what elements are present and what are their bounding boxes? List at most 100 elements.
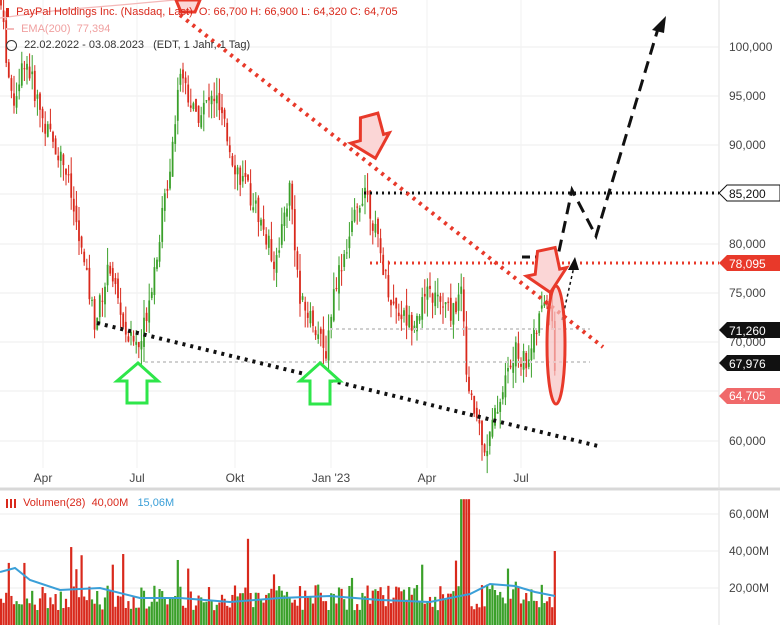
candle-body [247, 174, 249, 181]
y-tick-label: 90,000 [729, 138, 766, 152]
volume-bar [122, 554, 125, 625]
candle-body [283, 212, 286, 226]
volume-bar [184, 607, 187, 625]
volume-bar [514, 581, 517, 625]
candle-body [184, 77, 187, 84]
candle-body [83, 251, 86, 263]
volume-bar [36, 610, 39, 625]
volume-bar [236, 596, 239, 625]
volume-bar [265, 594, 268, 625]
candle-body [39, 93, 41, 110]
volume-bar [23, 562, 26, 625]
ema-marker-icon [6, 28, 14, 31]
candle-body [44, 123, 47, 134]
candle-body [517, 343, 520, 359]
projection-arrowhead [652, 16, 666, 33]
candle-body [104, 286, 106, 305]
candle-body [530, 348, 533, 361]
volume-bar [330, 593, 333, 625]
volume-bar [111, 564, 114, 625]
candle-body [106, 264, 109, 286]
volume-bar [296, 605, 299, 625]
volume-bar [465, 499, 468, 625]
candle-body [486, 450, 489, 457]
volume-bar [483, 606, 486, 625]
candle-body [416, 315, 418, 332]
volume-bar [272, 574, 276, 625]
y-tick-label: 80,000 [729, 237, 766, 251]
volume-bar [454, 560, 458, 625]
candle-body [421, 297, 424, 320]
volume-bar [423, 603, 426, 625]
x-tick-label: Apr [418, 471, 437, 485]
candle-body [98, 295, 101, 318]
volume-bar [517, 587, 520, 625]
volume-bar [98, 604, 101, 625]
volume-bar [163, 599, 166, 625]
candle-body [470, 393, 473, 396]
candle-body [322, 329, 325, 348]
volume-bar [249, 593, 252, 625]
candle-body [273, 261, 275, 270]
candle-body [335, 287, 338, 290]
volume-bar [228, 607, 231, 625]
candle-body [114, 277, 117, 285]
candle-body [176, 89, 179, 121]
volume-bar [376, 590, 380, 625]
volume-bar [363, 596, 367, 625]
x-tick-label: Jan '23 [312, 471, 351, 485]
candle-body [538, 313, 541, 333]
volume-bar [288, 597, 291, 625]
candle-body [379, 238, 382, 254]
candle-body [15, 96, 18, 108]
volume-bar [101, 609, 104, 625]
volume-bar [62, 608, 65, 625]
candle-body [174, 124, 177, 144]
price-tag-64705: 64,705 [719, 388, 780, 404]
candle-body [286, 208, 288, 217]
candle-body [299, 270, 301, 304]
candle-body [18, 84, 21, 92]
range-legend: 22.02.2022 - 03.08.2023 (EDT, 1 Jahr, 1 … [6, 39, 250, 51]
candle-body [205, 100, 208, 102]
candle-body [127, 336, 130, 342]
volume-bar [59, 591, 62, 625]
volume-bar [467, 499, 471, 625]
projection-small-arrowhead [568, 257, 579, 270]
candle-body [460, 286, 463, 294]
candle-body [481, 420, 483, 446]
candle-body [221, 107, 223, 114]
instrument-title: PayPal Holdings Inc. (Nasdaq, Last) [16, 6, 193, 18]
volume-bar [444, 599, 447, 625]
vol-tick-label: 20,00M [729, 581, 769, 595]
volume-bar [366, 585, 369, 625]
time-axis: Apr Jul Okt Jan '23 Apr Jul [34, 471, 529, 485]
volume-bar [379, 587, 382, 625]
candle-body [296, 251, 299, 270]
volume-bar [371, 590, 374, 625]
volume-bars-icon [6, 498, 16, 508]
candle-body [291, 183, 294, 210]
volume-bar [553, 551, 556, 625]
candle-body [234, 165, 236, 175]
volume-bar [384, 606, 387, 625]
volume-bar [317, 584, 320, 625]
candle-body [33, 70, 36, 101]
support-trend-line [96, 321, 599, 448]
candle-body [462, 289, 465, 322]
volume-bar [551, 607, 554, 625]
volume-bar [90, 599, 94, 625]
volume-bar [522, 599, 525, 625]
volume-bar [41, 586, 44, 625]
candle-body [182, 69, 184, 79]
volume-bar [460, 499, 463, 625]
downtrend-line [178, 13, 605, 349]
candle-body [23, 68, 26, 70]
volume-bar [449, 593, 452, 625]
volume-bar [44, 593, 47, 625]
volume-bar [345, 609, 348, 625]
volume-bar [207, 587, 211, 625]
candle-body [13, 93, 15, 106]
volume-bar [233, 585, 237, 625]
volume-bar [67, 607, 70, 625]
